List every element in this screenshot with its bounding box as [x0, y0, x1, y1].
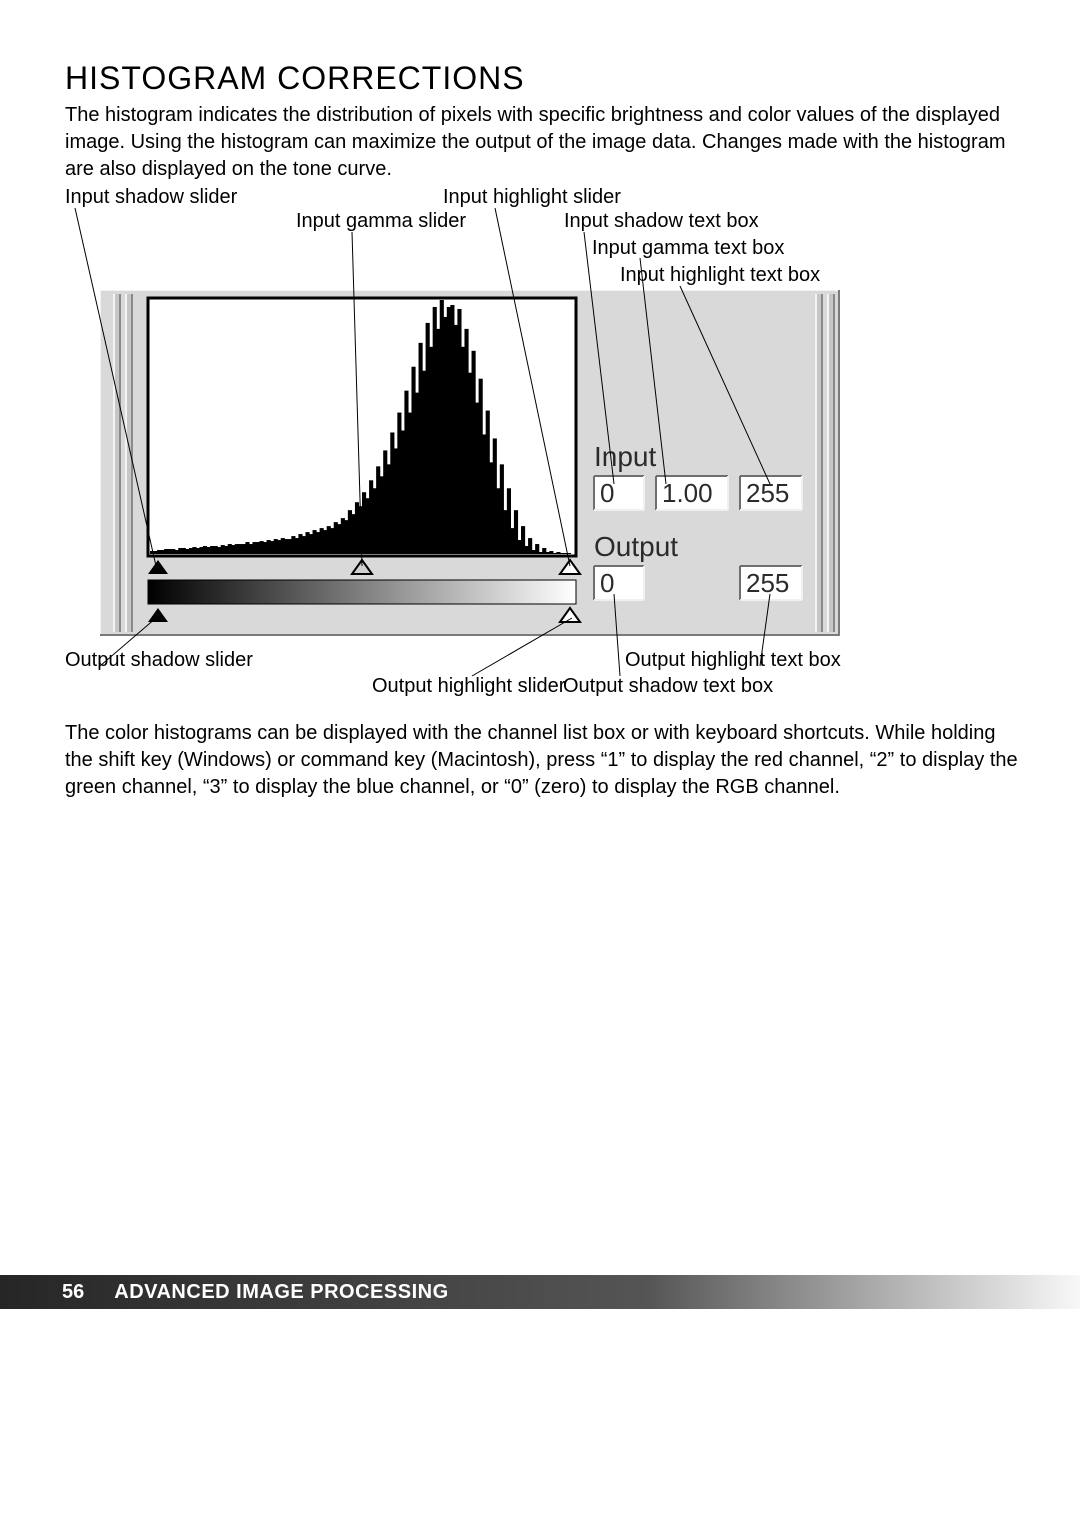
- svg-text:255: 255: [746, 568, 789, 598]
- intro-paragraph: The histogram indicates the distribution…: [65, 102, 1020, 183]
- callout-input-highlight-slider: Input highlight slider: [443, 186, 621, 209]
- callout-input-highlight-text: Input highlight text box: [620, 264, 820, 287]
- svg-text:0: 0: [600, 568, 614, 598]
- input-gamma-textbox[interactable]: 1.00: [656, 476, 728, 510]
- histogram-panel: Input 0 1.00 255 Output: [100, 290, 840, 636]
- output-label: Output: [594, 531, 678, 562]
- output-highlight-textbox[interactable]: 255: [740, 566, 802, 600]
- callout-output-shadow-text: Output shadow text box: [563, 675, 773, 698]
- document-page: HISTOGRAM CORRECTIONS The histogram indi…: [0, 0, 1080, 1529]
- callout-output-shadow-slider: Output shadow slider: [65, 649, 253, 672]
- page-number: 56: [62, 1281, 84, 1304]
- input-shadow-textbox[interactable]: 0: [594, 476, 644, 510]
- svg-text:0: 0: [600, 478, 614, 508]
- input-highlight-textbox[interactable]: 255: [740, 476, 802, 510]
- output-shadow-textbox[interactable]: 0: [594, 566, 644, 600]
- footer-bar: 56 ADVANCED IMAGE PROCESSING: [0, 1275, 1080, 1309]
- section-label: ADVANCED IMAGE PROCESSING: [114, 1281, 448, 1304]
- callout-input-shadow-text: Input shadow text box: [564, 210, 759, 233]
- channels-paragraph: The color histograms can be displayed wi…: [65, 720, 1020, 801]
- output-gradient-bar: [148, 580, 576, 604]
- svg-text:255: 255: [746, 478, 789, 508]
- callout-input-gamma-text: Input gamma text box: [592, 237, 784, 260]
- page-title: HISTOGRAM CORRECTIONS: [65, 60, 525, 97]
- callout-output-highlight-text: Output highlight text box: [625, 649, 841, 672]
- svg-text:1.00: 1.00: [662, 478, 713, 508]
- callout-input-gamma-slider: Input gamma slider: [296, 210, 466, 233]
- input-label: Input: [594, 441, 656, 472]
- callout-output-highlight-slider: Output highlight slider: [372, 675, 565, 698]
- callout-input-shadow-slider: Input shadow slider: [65, 186, 237, 209]
